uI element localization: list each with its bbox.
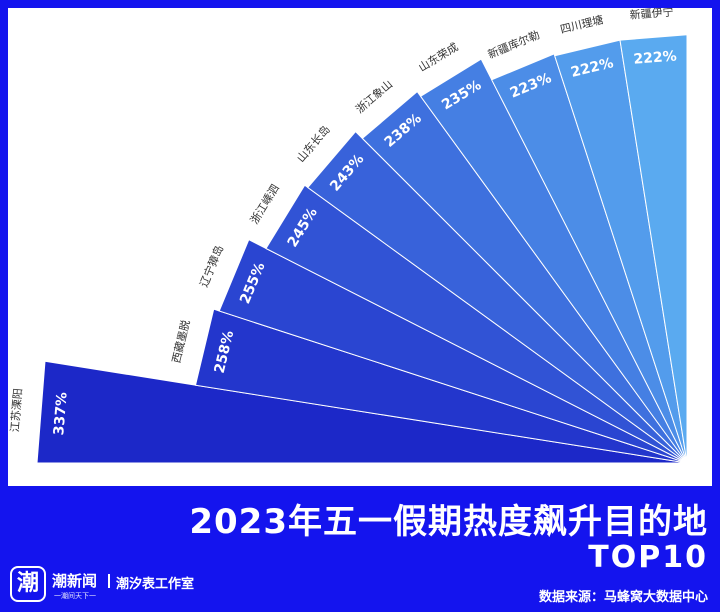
- category-label: 浙江嵊泗: [248, 182, 282, 226]
- brand-name: 潮新闻: [52, 572, 98, 590]
- chart-subtitle: TOP10: [588, 540, 708, 575]
- value-label: 222%: [633, 48, 677, 67]
- category-label: 浙江象山: [353, 78, 395, 116]
- logo-icon: 潮: [10, 566, 46, 602]
- logo-glyph: 潮: [16, 571, 39, 596]
- category-label: 山东长岛: [294, 122, 333, 165]
- bar-新疆伊宁: [619, 34, 688, 464]
- value-label: 337%: [51, 392, 70, 436]
- category-label: 新疆伊宁: [629, 8, 674, 22]
- data-source: 数据来源：马蜂窝大数据中心: [538, 590, 708, 605]
- brand-divider: [108, 574, 110, 588]
- category-label: 辽宁獐岛: [196, 243, 226, 289]
- chart-title: 2023年五一假期热度飙升目的地: [189, 502, 708, 542]
- brand-tagline: 一潮间天下一: [54, 592, 96, 600]
- category-label: 江苏溧阳: [8, 388, 25, 433]
- radial-bar-chart: 337%江苏溧阳258%西藏墨脱255%辽宁獐岛245%浙江嵊泗243%山东长岛…: [8, 8, 688, 464]
- category-label: 四川理塘: [559, 12, 605, 36]
- category-label: 新疆库尔勒: [486, 27, 542, 61]
- chart-panel: 337% 江苏溧阳 258% 西藏墨脱 255% 辽宁獐岛 245% 浙江嵊泗 243% 山东长岛…: [8, 8, 712, 486]
- studio-name: 潮汐表工作室: [116, 577, 195, 592]
- category-label: 山东荣成: [416, 40, 460, 74]
- category-label: 西藏墨脱: [169, 318, 193, 364]
